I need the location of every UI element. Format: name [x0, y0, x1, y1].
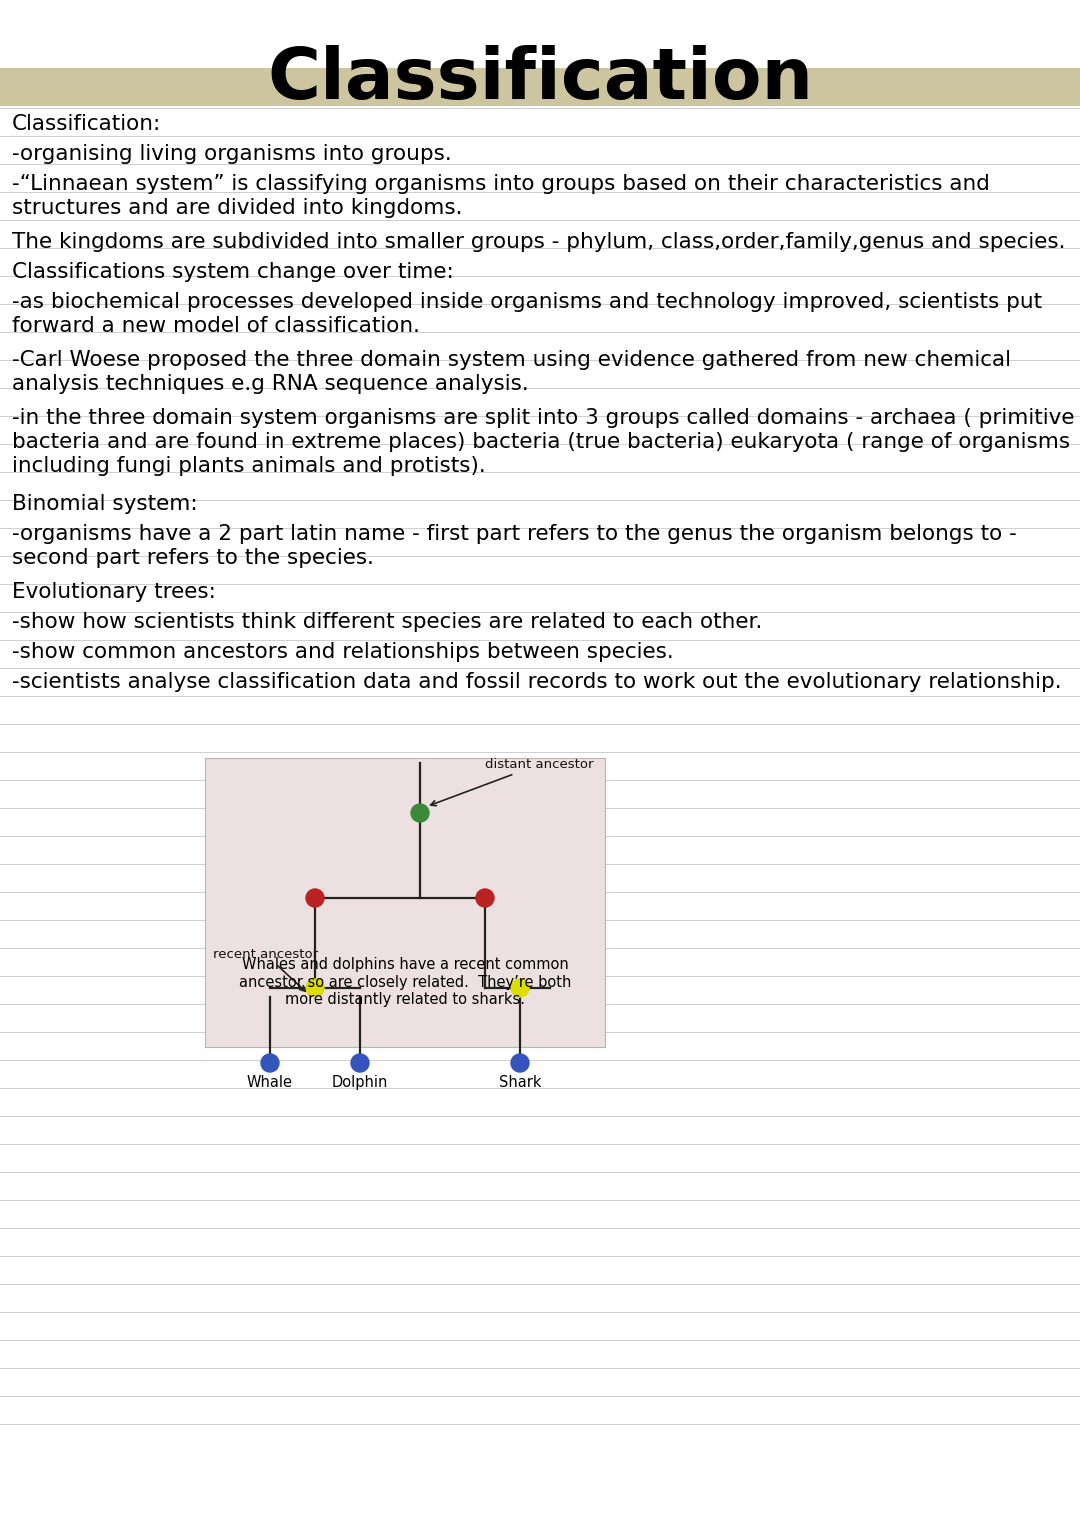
- Bar: [0, 69, 1080, 105]
- Text: Whale: Whale: [247, 1075, 293, 1090]
- Circle shape: [476, 889, 494, 907]
- Text: -organisms have a 2 part latin name - first part refers to the genus the organis: -organisms have a 2 part latin name - fi…: [12, 524, 1016, 568]
- Circle shape: [306, 889, 324, 907]
- Circle shape: [261, 1054, 279, 1072]
- Text: -organising living organisms into groups.: -organising living organisms into groups…: [12, 144, 451, 163]
- Text: -scientists analyse classification data and fossil records to work out the evolu: -scientists analyse classification data …: [12, 672, 1062, 692]
- Text: -show common ancestors and relationships between species.: -show common ancestors and relationships…: [12, 641, 674, 663]
- Circle shape: [306, 979, 324, 997]
- Circle shape: [511, 1054, 529, 1072]
- Text: -in the three domain system organisms are split into 3 groups called domains - a: -in the three domain system organisms ar…: [12, 408, 1075, 476]
- Bar: [205, 757, 605, 1048]
- Text: Evolutionary trees:: Evolutionary trees:: [12, 582, 216, 602]
- Circle shape: [511, 979, 529, 997]
- Text: recent ancestor: recent ancestor: [213, 948, 319, 991]
- Text: Classifications system change over time:: Classifications system change over time:: [12, 263, 454, 282]
- Text: Binomial system:: Binomial system:: [12, 495, 198, 515]
- Text: Shark: Shark: [499, 1075, 541, 1090]
- Text: The kingdoms are subdivided into smaller groups - phylum, class,order,family,gen: The kingdoms are subdivided into smaller…: [12, 232, 1066, 252]
- Text: -show how scientists think different species are related to each other.: -show how scientists think different spe…: [12, 612, 762, 632]
- Circle shape: [411, 805, 429, 822]
- Text: -Carl Woese proposed the three domain system using evidence gathered from new ch: -Carl Woese proposed the three domain sy…: [12, 350, 1011, 394]
- Text: Classification:: Classification:: [12, 115, 161, 134]
- Circle shape: [351, 1054, 369, 1072]
- Text: Dolphin: Dolphin: [332, 1075, 388, 1090]
- Text: Classification: Classification: [267, 44, 813, 113]
- Text: -“Linnaean system” is classifying organisms into groups based on their character: -“Linnaean system” is classifying organi…: [12, 174, 990, 218]
- Text: Whales and dolphins have a recent common
ancestor so are closely related.  They’: Whales and dolphins have a recent common…: [239, 957, 571, 1006]
- Text: -as biochemical processes developed inside organisms and technology improved, sc: -as biochemical processes developed insi…: [12, 292, 1042, 336]
- Text: distant ancestor: distant ancestor: [431, 757, 594, 806]
